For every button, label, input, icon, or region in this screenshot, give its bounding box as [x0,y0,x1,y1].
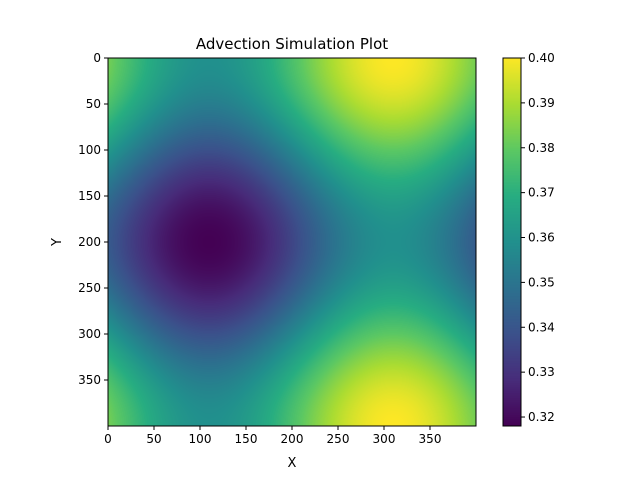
x-tick-label: 150 [235,432,258,446]
chart-title: Advection Simulation Plot [196,35,388,53]
colorbar-tick-label: 0.32 [528,410,555,424]
x-tick-label: 100 [189,432,212,446]
x-tick-label: 200 [281,432,304,446]
colorbar-tick-label: 0.40 [528,51,555,65]
colorbar-tick-label: 0.34 [528,320,555,334]
colorbar-tick-label: 0.38 [528,141,555,155]
y-axis-label: Y [50,238,65,247]
y-tick-label: 50 [86,97,101,111]
x-tick-label: 0 [104,432,112,446]
y-tick-label: 0 [93,51,101,65]
heatmap-image [108,58,476,426]
x-axis-ticks: 0 50 100 150 200 250 300 350 [104,426,441,446]
x-tick-label: 300 [373,432,396,446]
y-tick-label: 100 [78,143,101,157]
colorbar-tick-label: 0.36 [528,231,555,245]
colorbar-tick-label: 0.35 [528,275,555,289]
x-axis-label: X [288,456,297,471]
colorbar-frame [502,57,522,427]
axes-frame [107,57,477,427]
colorbar-tick-label: 0.37 [528,186,555,200]
y-tick-label: 350 [78,373,101,387]
colorbar-tick-label: 0.39 [528,96,555,110]
y-tick-label: 150 [78,189,101,203]
colorbar-tick-label: 0.33 [528,365,555,379]
y-tick-label: 200 [78,235,101,249]
x-tick-label: 250 [327,432,350,446]
colorbar-gradient [503,58,521,426]
x-tick-label: 350 [419,432,442,446]
y-axis-ticks: 0 50 100 150 200 250 300 350 [78,51,108,387]
y-tick-label: 300 [78,327,101,341]
y-tick-label: 250 [78,281,101,295]
colorbar-ticks: 0.32 0.33 0.34 0.35 0.36 0.37 0.38 0.39 0.40 [521,51,555,424]
x-tick-label: 50 [146,432,161,446]
